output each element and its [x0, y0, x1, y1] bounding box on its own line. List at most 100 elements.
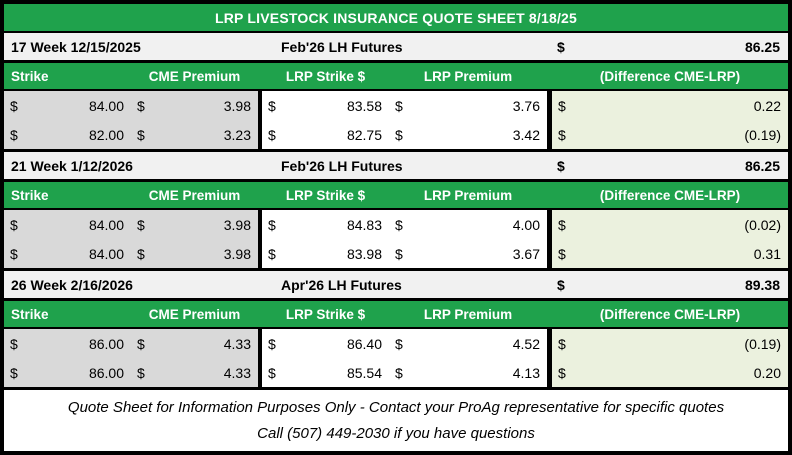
cell-difference: $0.22 — [552, 91, 788, 120]
currency-symbol: $ — [137, 216, 145, 233]
value: (0.19) — [744, 335, 781, 352]
currency-symbol: $ — [10, 364, 18, 381]
value: 0.31 — [753, 245, 781, 262]
currency-symbol: $ — [395, 245, 403, 262]
value: 0.20 — [753, 364, 781, 381]
currency-symbol: $ — [557, 157, 565, 174]
cell-cme-premium: $3.98 — [131, 239, 258, 268]
currency-symbol: $ — [558, 216, 566, 233]
value: 0.22 — [753, 97, 781, 114]
section-divider — [258, 91, 262, 149]
currency-symbol: $ — [137, 245, 145, 262]
column-strike: Strike — [11, 306, 49, 322]
cell-difference: $0.20 — [552, 358, 788, 387]
value: 83.98 — [346, 245, 382, 262]
cell-lrp-premium: $3.67 — [389, 239, 547, 268]
currency-symbol: $ — [557, 276, 565, 293]
column-cme-premium: CME Premium — [148, 68, 241, 84]
value: 82.75 — [346, 126, 382, 143]
cell-strike: $84.00 — [4, 239, 131, 268]
week-label: 26 Week 2/16/2026 — [11, 276, 133, 293]
column-strike: Strike — [11, 187, 49, 203]
data-block-2: $84.00 $3.98 $84.83 $4.00 $ (0.02) $84.00… — [4, 210, 788, 271]
cell-lrp-premium: $4.52 — [389, 329, 547, 358]
cell-lrp-premium: $3.76 — [389, 91, 547, 120]
value: 84.00 — [88, 245, 124, 262]
week-row-2: 21 Week 1/12/2026 Feb'26 LH Futures $ 86… — [4, 152, 788, 182]
value: 3.23 — [223, 126, 251, 143]
column-header-row-1: Strike CME Premium LRP Strike $ LRP Prem… — [4, 63, 788, 91]
currency-symbol: $ — [137, 335, 145, 352]
column-lrp-premium: LRP Premium — [423, 306, 513, 322]
week-row-1: 17 Week 12/15/2025 Feb'26 LH Futures $ 8… — [4, 33, 788, 63]
currency-symbol: $ — [268, 245, 276, 262]
currency-symbol: $ — [558, 245, 566, 262]
section-divider — [547, 210, 552, 268]
column-lrp-premium: LRP Premium — [423, 68, 513, 84]
cell-lrp-strike: $85.54 — [262, 358, 389, 387]
value: 85.54 — [346, 364, 382, 381]
cell-cme-premium: $3.98 — [131, 91, 258, 120]
futures-label: Apr'26 LH Futures — [281, 276, 402, 293]
column-difference: (Difference CME-LRP) — [599, 187, 741, 203]
cell-lrp-strike: $83.98 — [262, 239, 389, 268]
value: 4.52 — [512, 335, 540, 352]
futures-price-cell: $ 86.25 — [551, 158, 788, 174]
cell-lrp-strike: $83.58 — [262, 91, 389, 120]
cell-cme-premium: $3.98 — [131, 210, 258, 239]
cell-cme-premium: $4.33 — [131, 358, 258, 387]
futures-price-cell: $ 86.25 — [551, 39, 788, 55]
value: 4.33 — [223, 335, 251, 352]
cell-difference: $0.31 — [552, 239, 788, 268]
value: 3.42 — [512, 126, 540, 143]
value: 86.00 — [88, 364, 124, 381]
currency-symbol: $ — [137, 364, 145, 381]
futures-price-value: 86.25 — [744, 157, 780, 174]
cell-lrp-strike: $82.75 — [262, 120, 389, 149]
week-row-3: 26 Week 2/16/2026 Apr'26 LH Futures $ 89… — [4, 271, 788, 301]
cell-difference: $ (0.19) — [552, 120, 788, 149]
value: 3.98 — [223, 216, 251, 233]
currency-symbol: $ — [10, 126, 18, 143]
cell-strike: $86.00 — [4, 329, 131, 358]
cell-cme-premium: $4.33 — [131, 329, 258, 358]
currency-symbol: $ — [10, 97, 18, 114]
cell-strike: $84.00 — [4, 91, 131, 120]
cell-difference: $ (0.02) — [552, 210, 788, 239]
cell-lrp-premium: $4.13 — [389, 358, 547, 387]
value: 4.13 — [512, 364, 540, 381]
value: 86.40 — [346, 335, 382, 352]
column-lrp-strike: LRP Strike $ — [285, 306, 366, 322]
footer-phone: Call (507) 449-2030 if you have question… — [257, 425, 535, 442]
value: 3.67 — [512, 245, 540, 262]
column-header-row-2: Strike CME Premium LRP Strike $ LRP Prem… — [4, 182, 788, 210]
currency-symbol: $ — [268, 335, 276, 352]
cell-cme-premium: $3.23 — [131, 120, 258, 149]
currency-symbol: $ — [10, 245, 18, 262]
currency-symbol: $ — [268, 126, 276, 143]
cell-lrp-strike: $84.83 — [262, 210, 389, 239]
value: 3.76 — [512, 97, 540, 114]
data-block-1: $84.00 $3.98 $83.58 $3.76 $0.22 $82.00 $… — [4, 91, 788, 152]
value: (0.02) — [744, 216, 781, 233]
value: 86.00 — [88, 335, 124, 352]
column-lrp-strike: LRP Strike $ — [285, 187, 366, 203]
column-difference: (Difference CME-LRP) — [599, 306, 741, 322]
cell-lrp-premium: $4.00 — [389, 210, 547, 239]
data-block-3: $86.00 $4.33 $86.40 $4.52 $ (0.19) $86.00… — [4, 329, 788, 390]
footer: Quote Sheet for Information Purposes Onl… — [4, 390, 788, 451]
currency-symbol: $ — [395, 364, 403, 381]
currency-symbol: $ — [557, 38, 565, 55]
currency-symbol: $ — [558, 97, 566, 114]
currency-symbol: $ — [395, 97, 403, 114]
column-header-row-3: Strike CME Premium LRP Strike $ LRP Prem… — [4, 301, 788, 329]
cell-strike: $86.00 — [4, 358, 131, 387]
column-cme-premium: CME Premium — [148, 306, 241, 322]
currency-symbol: $ — [558, 126, 566, 143]
futures-price-value: 89.38 — [744, 276, 780, 293]
section-divider — [547, 329, 552, 387]
futures-price-cell: $ 89.38 — [551, 277, 788, 293]
column-lrp-strike: LRP Strike $ — [285, 68, 366, 84]
section-divider — [258, 329, 262, 387]
